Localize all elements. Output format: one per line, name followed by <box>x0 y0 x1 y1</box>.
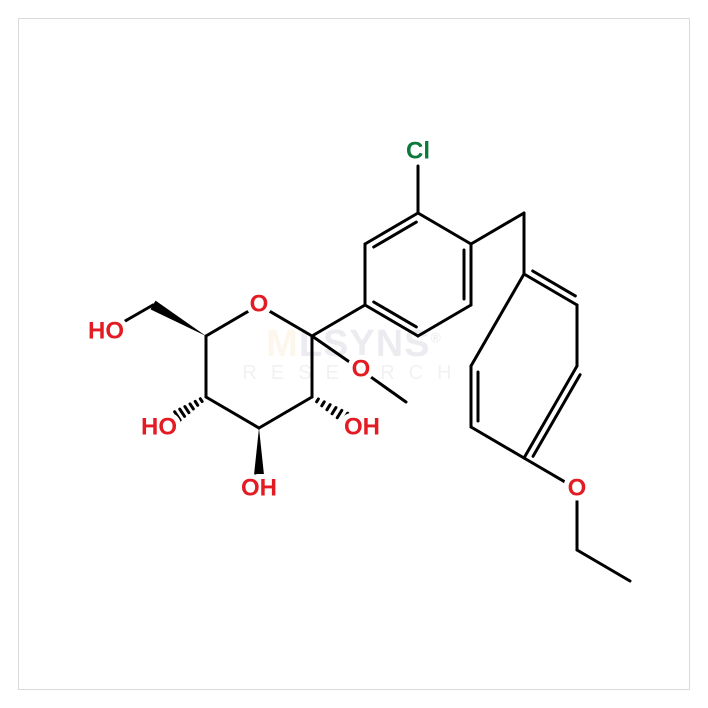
svg-text:OH: OH <box>344 413 380 440</box>
molecule-diagram: ClClOOOOHOHOOOOHOHOHOHHOHO <box>0 0 708 708</box>
svg-text:O: O <box>568 474 587 501</box>
svg-text:O: O <box>352 355 371 382</box>
svg-text:Cl: Cl <box>406 137 430 164</box>
svg-text:O: O <box>250 290 269 317</box>
svg-text:OH: OH <box>241 474 277 501</box>
svg-text:HO: HO <box>141 413 177 440</box>
svg-text:HO: HO <box>88 317 124 344</box>
